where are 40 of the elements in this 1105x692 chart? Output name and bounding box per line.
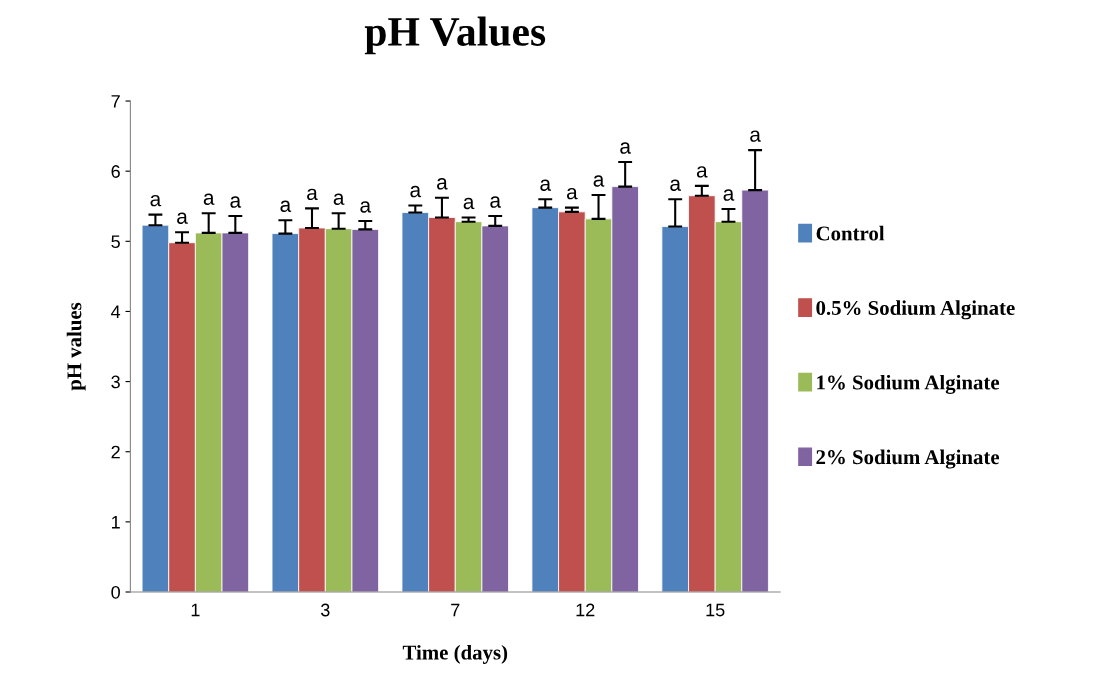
- legend-label: 2% Sodium Alginate: [816, 449, 1000, 469]
- y-tick-label: 7: [111, 95, 120, 108]
- y-tick-label: 3: [111, 375, 120, 389]
- data-label: a: [360, 201, 372, 213]
- y-tick-label: 1: [112, 515, 120, 529]
- y-tick-label: 5: [111, 235, 120, 249]
- data-label: a: [177, 212, 188, 224]
- y-axis-title: pH values: [66, 302, 86, 391]
- data-label: a: [540, 179, 552, 191]
- y-tick-label: 2: [111, 445, 120, 459]
- chart-title: pH Values: [364, 16, 546, 55]
- data-label: a: [620, 142, 631, 154]
- data-label: a: [230, 196, 242, 208]
- legend-label: Control: [816, 225, 885, 241]
- data-label: a: [410, 185, 422, 198]
- data-label: a: [307, 188, 318, 201]
- x-tick-label: 12: [576, 603, 595, 617]
- data-label: a: [437, 178, 448, 190]
- data-label: a: [150, 194, 162, 207]
- y-tick-label: 4: [111, 305, 121, 318]
- legend-label: 1% Sodium Alginate: [817, 374, 1000, 394]
- x-tick-label: 3: [320, 603, 330, 617]
- data-label: a: [333, 193, 345, 205]
- data-label: a: [490, 196, 502, 208]
- legend-label: 0.5% Sodium Alginate: [816, 300, 1015, 320]
- y-tick-label: 6: [111, 165, 120, 178]
- data-label: a: [566, 187, 578, 200]
- data-label: a: [280, 200, 292, 212]
- data-label: a: [723, 189, 735, 201]
- x-tick-label: 15: [706, 603, 725, 617]
- data-label: a: [203, 193, 215, 205]
- data-label: a: [463, 197, 475, 210]
- data-label: a: [750, 130, 761, 142]
- x-tick-label: 7: [451, 603, 460, 617]
- data-label: a: [670, 179, 681, 191]
- data-label: a: [593, 175, 605, 187]
- x-tick-label: 1: [191, 603, 200, 617]
- data-label: a: [696, 166, 708, 178]
- y-tick-label: 0: [111, 585, 120, 599]
- x-axis-title: Time (days): [402, 644, 508, 664]
